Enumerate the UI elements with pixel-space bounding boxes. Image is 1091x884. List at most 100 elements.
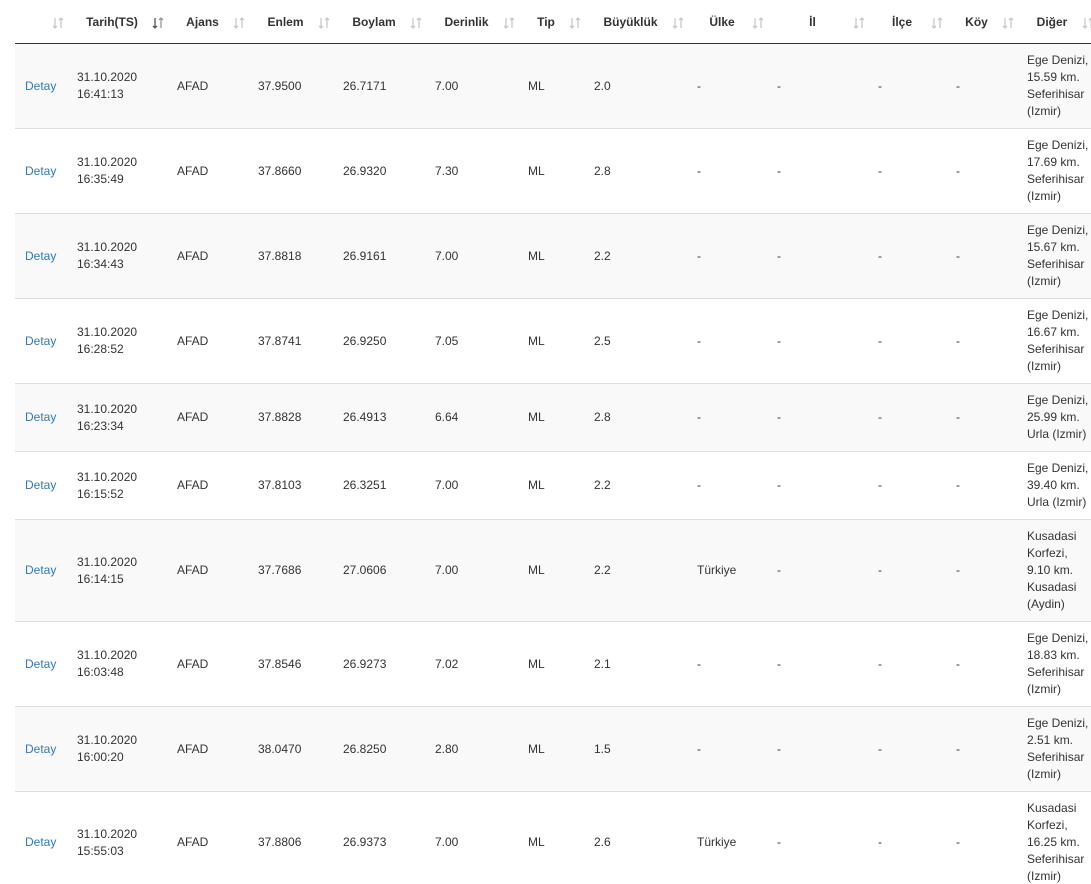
cell: 38.0470 [251, 706, 336, 792]
sort-icon[interactable] [1082, 17, 1091, 29]
cell: Türkiye [690, 791, 770, 884]
cell-text: 6.64 [435, 410, 459, 424]
sort-icon[interactable] [318, 17, 330, 29]
detail-link[interactable]: Detay [25, 656, 57, 671]
cell-text: 37.9500 [258, 78, 302, 93]
cell-text: AFAD [177, 333, 209, 348]
detail-link[interactable]: Detay [25, 163, 57, 178]
detail-link[interactable]: Detay [25, 478, 57, 492]
cell: Ege Denizi, 15.59 km. Seferihisar (Izmir… [1020, 43, 1091, 129]
cell-text: Kusadasi Korfezi, 9.10 km. Kusadasi (Ayd… [1027, 529, 1077, 611]
cell-text: 26.7171 [343, 78, 387, 93]
detail-link[interactable]: Detay [25, 835, 57, 849]
cell: - [770, 213, 871, 299]
cell: ML [521, 621, 587, 707]
cell: AFAD [170, 791, 251, 884]
cell: Detay [15, 43, 70, 129]
header-cell[interactable]: Köy [949, 0, 1020, 44]
cell-text: - [777, 410, 781, 424]
cell: - [949, 791, 1020, 884]
sort-icon[interactable] [503, 17, 515, 29]
header-label: Ajans [186, 14, 219, 29]
cell: 7.00 [428, 451, 521, 520]
cell-text: - [956, 248, 960, 263]
cell: Kusadasi Korfezi, 16.25 km. Seferihisar … [1020, 791, 1091, 884]
sort-icon[interactable] [672, 17, 684, 29]
table-row: Detay 31.10.2020 16:34:43 AFAD 37.8818 26.91… [15, 213, 1091, 299]
header-cell[interactable]: Tip [521, 0, 587, 44]
sort-icon[interactable] [1002, 17, 1014, 29]
detail-link[interactable]: Detay [25, 563, 57, 577]
cell-text: Ege Denizi, 15.59 km. Seferihisar (Izmir… [1027, 53, 1089, 118]
cell: - [690, 706, 770, 792]
cell-text: ML [528, 656, 545, 671]
header-cell[interactable]: Boylam [336, 0, 428, 44]
cell: 31.10.2020 16:34:43 [70, 213, 170, 299]
sort-icon[interactable] [152, 17, 164, 29]
cell: AFAD [170, 298, 251, 384]
header-label: Büyüklük [603, 14, 658, 29]
table-row: Detay 31.10.2020 16:03:48 AFAD 37.8546 26.92… [15, 621, 1091, 707]
cell: Detay [15, 706, 70, 792]
cell-text: 31.10.2020 16:41:13 [77, 70, 138, 101]
cell: 37.8741 [251, 298, 336, 384]
cell-text: - [878, 78, 882, 93]
cell: ML [521, 128, 587, 214]
header-cell[interactable]: Ülke [690, 0, 770, 44]
detail-link[interactable]: Detay [25, 78, 57, 93]
header-cell[interactable]: İlçe [871, 0, 949, 44]
cell-text: - [956, 333, 960, 348]
cell-text: Ege Denizi, 25.99 km. Urla (Izmir) [1027, 393, 1089, 441]
cell-text: 2.2 [594, 478, 611, 492]
sort-icon[interactable] [752, 17, 764, 29]
cell-text: 38.0470 [258, 741, 302, 756]
cell: 7.00 [428, 213, 521, 299]
header-cell[interactable]: Büyüklük [587, 0, 690, 44]
sort-icon[interactable] [52, 17, 64, 29]
detail-link[interactable]: Detay [25, 333, 57, 348]
cell-text: 1.5 [594, 741, 611, 756]
cell: Detay [15, 519, 70, 622]
header-cell[interactable]: Derinlik [428, 0, 521, 44]
cell-text: ML [528, 478, 545, 492]
header-cell[interactable]: Ajans [170, 0, 251, 44]
sort-icon[interactable] [233, 17, 245, 29]
cell: 26.4913 [336, 383, 428, 452]
cell: 2.2 [587, 451, 690, 520]
cell-text: ML [528, 163, 545, 178]
detail-link[interactable]: Detay [25, 741, 57, 756]
sort-icon[interactable] [569, 17, 581, 29]
header-cell[interactable]: Tarih(TS) [70, 0, 170, 44]
header-cell[interactable]: Diğer [1020, 0, 1091, 44]
cell-text: 26.4913 [343, 410, 387, 424]
cell: 31.10.2020 16:41:13 [70, 43, 170, 129]
cell: - [770, 706, 871, 792]
cell: 6.64 [428, 383, 521, 452]
table-row: Detay 31.10.2020 16:00:20 AFAD 38.0470 26.82… [15, 706, 1091, 792]
detail-link[interactable]: Detay [25, 248, 57, 263]
header-label: İl [809, 14, 816, 29]
header-cell[interactable]: İl [770, 0, 871, 44]
table-row: Detay 31.10.2020 16:35:49 AFAD 37.8660 26.93… [15, 128, 1091, 214]
header-cell[interactable] [15, 0, 70, 44]
cell: 37.9500 [251, 43, 336, 129]
header-cell[interactable]: Enlem [251, 0, 336, 44]
cell-text: 31.10.2020 16:14:15 [77, 554, 138, 586]
detail-link[interactable]: Detay [25, 410, 57, 424]
cell-text: 2.6 [594, 835, 611, 849]
sort-icon[interactable] [931, 17, 943, 29]
sort-icon[interactable] [853, 17, 865, 29]
cell: 26.3251 [336, 451, 428, 520]
cell-text: Kusadasi Korfezi, 16.25 km. Seferihisar … [1027, 801, 1085, 883]
cell: - [949, 621, 1020, 707]
cell-text: 7.00 [435, 248, 459, 263]
cell-text: ML [528, 333, 545, 348]
cell-text: - [777, 333, 781, 348]
cell-text: - [697, 248, 701, 263]
cell: 31.10.2020 16:14:15 [70, 519, 170, 622]
cell: 2.80 [428, 706, 521, 792]
sort-icon[interactable] [410, 17, 422, 29]
cell: - [871, 128, 949, 214]
cell: AFAD [170, 383, 251, 452]
cell-text: 31.10.2020 15:55:03 [77, 826, 138, 858]
